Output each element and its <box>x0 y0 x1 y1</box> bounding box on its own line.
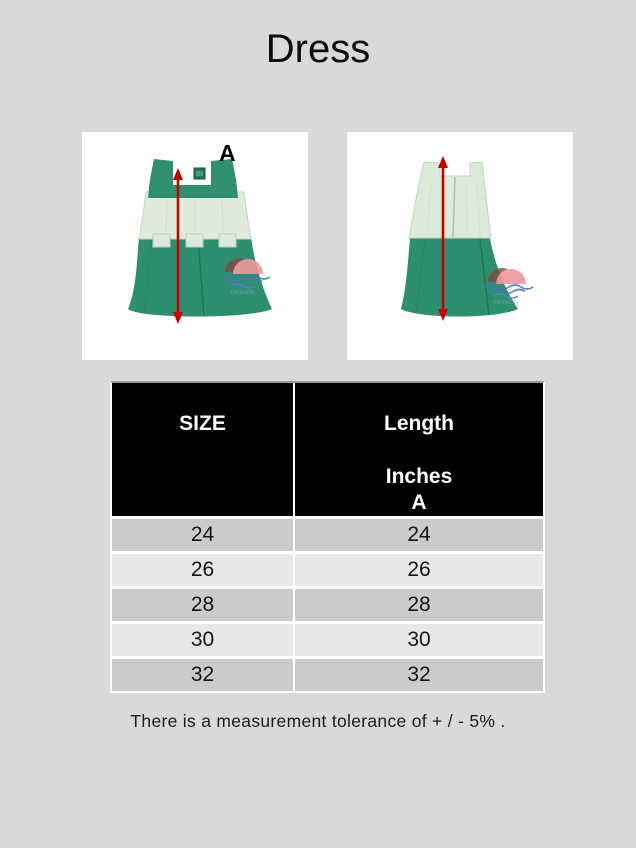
tolerance-note: There is a measurement tolerance of + / … <box>130 711 506 731</box>
size-cell: 30 <box>112 624 293 656</box>
back-bodice <box>408 161 492 239</box>
watermark-text: FASHION <box>231 290 255 296</box>
brand-watermark: FASHION <box>221 258 271 296</box>
table-header-length: Length Inches A <box>295 383 543 516</box>
inches-header-label: Inches <box>385 465 453 488</box>
back-pleat-line <box>479 238 490 316</box>
size-cell: 26 <box>112 554 293 586</box>
dress-front-illustration: FASHION <box>128 159 272 324</box>
watermark-text: FASHION <box>494 300 518 306</box>
front-fold-line <box>143 239 153 313</box>
front-pleat-line <box>197 237 205 317</box>
measure-label-a: A <box>219 140 236 166</box>
dress-back-image: FASHION <box>347 132 573 360</box>
length-cell: 26 <box>295 554 543 586</box>
back-fold-line <box>415 239 426 313</box>
length-cell: 30 <box>295 624 543 656</box>
size-table: SIZE Length Inches A 24 24 26 26 28 28 3… <box>110 381 545 693</box>
table-header-size: SIZE <box>112 383 293 516</box>
back-zipper-line <box>452 176 456 238</box>
page-title: Dress <box>265 27 371 71</box>
size-cell: 32 <box>112 659 293 691</box>
back-measurement-arrow-icon <box>438 156 448 321</box>
length-cell: 24 <box>295 519 543 551</box>
dress-front-image: FASHION A <box>82 132 308 360</box>
brand-watermark: FASHION <box>484 268 534 306</box>
size-header-label: SIZE <box>179 412 226 435</box>
waist-tabs <box>152 233 237 248</box>
size-cell: 24 <box>112 519 293 551</box>
dress-back-illustration: FASHION <box>401 156 534 321</box>
length-cell: 32 <box>295 659 543 691</box>
length-header-label: Length <box>384 412 454 435</box>
bodice-creases <box>165 195 224 237</box>
back-skirt <box>401 238 518 317</box>
length-cell: 28 <box>295 589 543 621</box>
size-cell: 28 <box>112 589 293 621</box>
length-a-header-label: A <box>411 491 427 514</box>
front-measurement-arrow-icon <box>173 168 183 324</box>
chest-label <box>193 167 206 180</box>
front-skirt <box>128 236 272 317</box>
front-yoke <box>148 159 238 198</box>
